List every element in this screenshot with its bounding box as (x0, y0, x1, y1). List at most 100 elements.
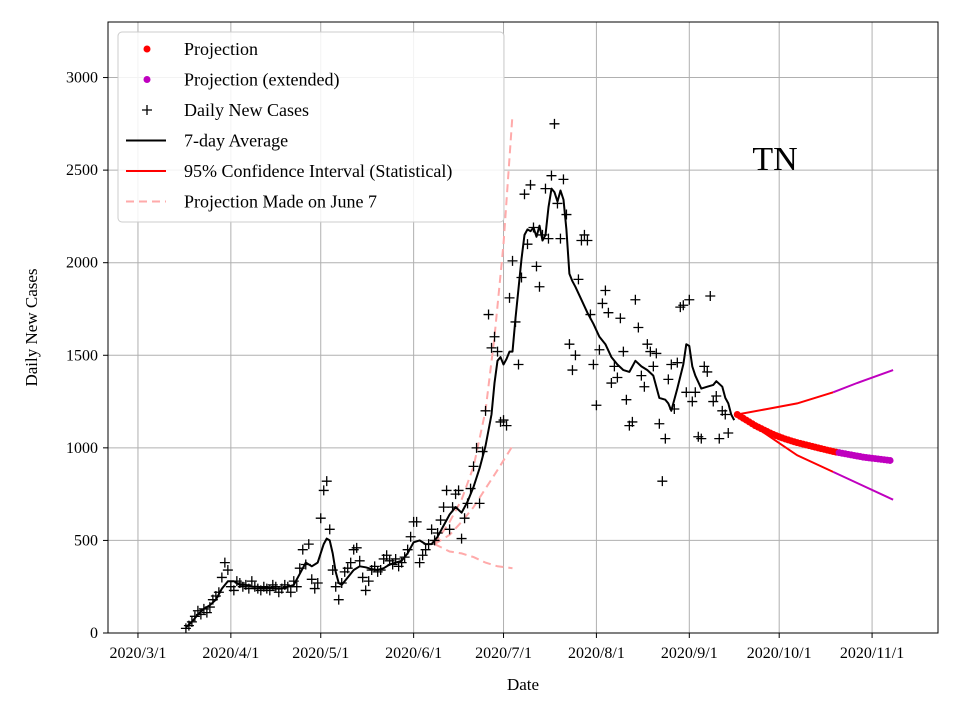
daily-case-marker (618, 346, 629, 357)
legend-label: Projection Made on June 7 (184, 192, 377, 212)
daily-case-marker (465, 483, 476, 494)
y-tick-label: 1500 (66, 347, 98, 364)
daily-case-marker (720, 409, 731, 420)
x-tick-label: 2020/9/1 (661, 645, 718, 662)
daily-case-marker (669, 403, 680, 414)
daily-case-marker (642, 339, 653, 350)
june7-upper-line (433, 114, 514, 545)
daily-case-marker (558, 174, 569, 185)
daily-case-marker (525, 179, 536, 190)
daily-case-marker (498, 415, 509, 426)
daily-case-marker (549, 118, 560, 129)
daily-case-marker (426, 524, 437, 535)
daily-case-marker (687, 396, 698, 407)
june7-middle-line (434, 445, 514, 545)
daily-case-marker (387, 559, 398, 570)
daily-case-marker (486, 342, 497, 353)
daily-case-marker (432, 528, 443, 539)
x-tick-label: 2020/7/1 (475, 645, 532, 662)
daily-case-marker (573, 274, 584, 285)
daily-case-marker (321, 476, 332, 487)
y-tick-label: 500 (74, 532, 98, 549)
daily-case-marker (615, 313, 626, 324)
daily-case-marker (588, 359, 599, 370)
daily-case-marker (540, 183, 551, 194)
ci-upper-line (737, 391, 834, 416)
x-tick-label: 2020/8/1 (568, 645, 625, 662)
daily-case-marker (390, 553, 401, 564)
daily-case-marker (510, 316, 521, 327)
daily-case-marker (423, 539, 434, 550)
daily-case-marker (660, 433, 671, 444)
daily-case-marker (552, 198, 563, 209)
daily-case-marker (354, 555, 365, 566)
daily-case-marker (708, 396, 719, 407)
y-tick-label: 3000 (66, 70, 98, 87)
daily-case-marker (324, 524, 335, 535)
daily-case-marker (264, 585, 275, 596)
daily-case-marker (534, 281, 545, 292)
daily-case-marker (597, 298, 608, 309)
daily-case-marker (705, 291, 716, 302)
daily-case-marker (342, 563, 353, 574)
daily-case-marker (519, 189, 530, 200)
daily-case-marker (351, 542, 362, 553)
daily-case-marker (414, 557, 425, 568)
daily-case-marker (630, 294, 641, 305)
daily-case-marker (456, 533, 467, 544)
daily-case-marker (381, 550, 392, 561)
daily-case-marker (429, 535, 440, 546)
x-axis-label: Date (507, 675, 539, 694)
daily-cases-markers (180, 118, 734, 634)
daily-case-marker (288, 576, 299, 587)
y-tick-label: 1000 (66, 440, 98, 457)
daily-case-marker (420, 544, 431, 555)
daily-case-marker (489, 331, 500, 342)
projection-extended-dot (886, 456, 894, 464)
daily-case-marker (327, 565, 338, 576)
daily-case-marker (714, 433, 725, 444)
daily-case-marker (435, 515, 446, 526)
daily-case-marker (438, 502, 449, 513)
daily-case-marker (621, 394, 632, 405)
legend[interactable]: Projection Projection (extended) Daily New… (117, 31, 505, 223)
daily-case-marker (699, 361, 710, 372)
legend-label: Daily New Cases (184, 100, 309, 120)
daily-case-marker (363, 576, 374, 587)
y-axis-label: Daily New Cases (22, 268, 41, 386)
legend-box (117, 31, 505, 223)
daily-case-marker (345, 557, 356, 568)
x-tick-label: 2020/10/1 (747, 645, 812, 662)
daily-case-marker (651, 348, 662, 359)
x-tick-label: 2020/6/1 (385, 645, 442, 662)
daily-case-marker (681, 387, 692, 398)
daily-case-marker (600, 285, 611, 296)
daily-case-marker (228, 585, 239, 596)
legend-label: 7-day Average (184, 131, 288, 151)
daily-case-marker (480, 405, 491, 416)
daily-case-marker (462, 498, 473, 509)
daily-case-marker (474, 498, 485, 509)
daily-case-marker (546, 170, 557, 181)
daily-case-marker (315, 513, 326, 524)
daily-case-marker (564, 339, 575, 350)
daily-case-marker (711, 391, 722, 402)
daily-case-marker (369, 561, 380, 572)
daily-case-marker (444, 524, 455, 535)
daily-case-marker (594, 344, 605, 355)
daily-case-marker (507, 255, 518, 266)
daily-case-marker (657, 476, 668, 487)
daily-case-marker (606, 378, 617, 389)
y-tick-label: 2000 (66, 255, 98, 272)
daily-case-marker (627, 416, 638, 427)
daily-case-marker (285, 587, 296, 598)
daily-case-marker (648, 361, 659, 372)
daily-case-marker (219, 557, 230, 568)
daily-case-marker (318, 485, 329, 496)
daily-case-marker (603, 307, 614, 318)
daily-case-marker (579, 229, 590, 240)
daily-case-marker (186, 616, 197, 627)
daily-case-marker (357, 572, 368, 583)
daily-case-marker (216, 572, 227, 583)
daily-case-marker (330, 581, 341, 592)
